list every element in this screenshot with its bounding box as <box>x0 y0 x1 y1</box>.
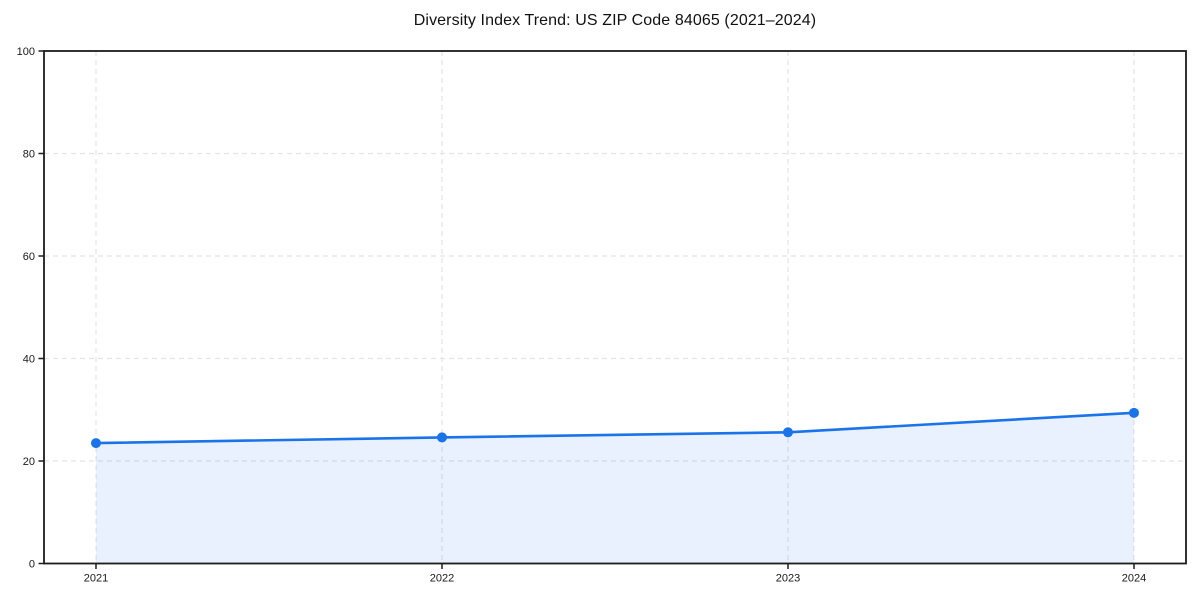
x-tick-label: 2021 <box>84 573 108 585</box>
trend-line <box>94 411 1136 445</box>
data-point-marker <box>783 427 793 438</box>
y-tick-label: 100 <box>17 46 35 58</box>
y-tick-label: 20 <box>23 456 35 468</box>
chart-title: Diversity Index Trend: US ZIP Code 84065… <box>413 12 817 29</box>
y-tick-label: 60 <box>23 251 35 263</box>
y-tick-label: 0 <box>29 559 35 571</box>
x-tick-label: 2024 <box>1122 573 1146 585</box>
y-tick-label: 80 <box>23 149 35 161</box>
y-tick-label: 40 <box>23 354 35 366</box>
data-point-marker <box>91 438 101 449</box>
x-tick-label: 2023 <box>776 573 800 585</box>
area-fill <box>96 412 1134 564</box>
x-tick-label: 2022 <box>430 573 454 585</box>
data-point-marker <box>437 432 447 443</box>
plot-border <box>43 50 1187 565</box>
data-point-marker <box>1129 407 1139 418</box>
